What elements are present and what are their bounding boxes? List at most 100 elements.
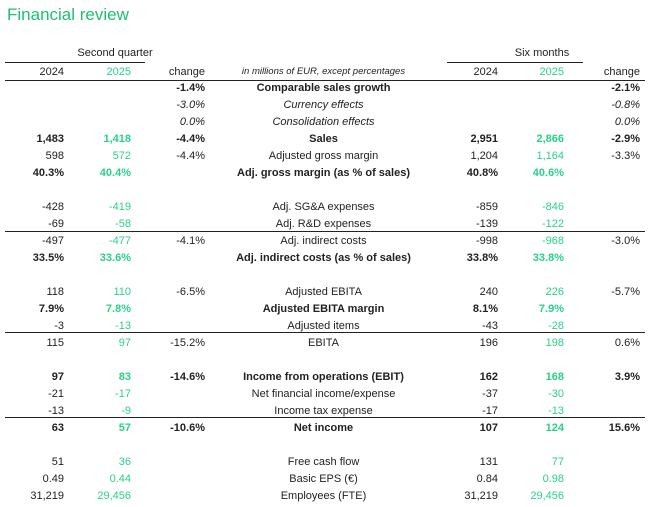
cell-q24: 51 xyxy=(51,456,64,468)
cell-schg: -2.9% xyxy=(611,133,640,145)
cell-q25: 0.44 xyxy=(109,473,131,485)
cell-schg: -0.8% xyxy=(611,99,640,111)
table-row: 7.9% 7.8% Adjusted EBITA margin 8.1% 7.9% xyxy=(0,301,650,318)
row-label: Comparable sales growth xyxy=(256,82,391,94)
cell-qchg: -15.2% xyxy=(170,337,205,349)
cell-q25: -9 xyxy=(121,405,131,417)
cell-schg: 15.6% xyxy=(608,422,640,434)
cell-q24: 40.3% xyxy=(32,167,64,179)
cell-s24: 2,951 xyxy=(470,133,498,145)
table-row: 40.3% 40.4% Adj. gross margin (as % of sal… xyxy=(0,165,650,182)
cell-s24: 31,219 xyxy=(464,490,498,502)
row-label: Currency effects xyxy=(283,99,364,111)
cell-q24: -428 xyxy=(41,201,64,213)
row-label: Adjusted EBITA margin xyxy=(262,303,385,315)
row-label: Adjusted gross margin xyxy=(268,150,379,162)
table-row: -13 -9 Income tax expense -17 -13 xyxy=(0,403,650,420)
table-row: 1,483 1,418 -4.4% Sales 2,951 2,866 -2.9% xyxy=(0,131,650,148)
cell-qchg: -1.4% xyxy=(176,82,205,94)
cell-s25: -122 xyxy=(541,218,564,230)
cell-s25: 40.6% xyxy=(532,167,564,179)
cell-q25: 572 xyxy=(112,150,131,162)
row-label: EBITA xyxy=(308,337,339,349)
cell-schg: -3.3% xyxy=(611,150,640,162)
cell-s25: -28 xyxy=(548,320,564,332)
group-underline-left xyxy=(5,62,145,63)
table-row: -3 -13 Adjusted items -43 -28 xyxy=(0,318,650,335)
cell-q24: 115 xyxy=(46,337,64,349)
cell-qchg: -6.5% xyxy=(176,286,205,298)
table-row: 0.0% Consolidation effects 0.0% xyxy=(0,114,650,131)
cell-schg: 0.6% xyxy=(614,337,640,349)
cell-schg: 3.9% xyxy=(614,371,640,383)
cell-q24: 1,483 xyxy=(36,133,64,145)
cell-q25: 83 xyxy=(118,371,131,383)
cell-q24: 33.5% xyxy=(32,252,64,264)
cell-q24: -21 xyxy=(48,388,64,400)
col-header-s-change: change xyxy=(603,66,640,78)
row-label: Adj. gross margin (as % of sales) xyxy=(237,167,410,179)
page-title: Financial review xyxy=(7,5,129,24)
col-header-q-change: change xyxy=(168,66,205,78)
cell-q25: 7.8% xyxy=(105,303,131,315)
cell-s24: 162 xyxy=(479,371,498,383)
cell-s25: -968 xyxy=(541,235,564,247)
table-row: -497 -477 -4.1% Adj. indirect costs -998 -968… xyxy=(0,233,650,250)
cell-q24: -3 xyxy=(54,320,64,332)
cell-q24: 7.9% xyxy=(38,303,64,315)
cell-s24: 8.1% xyxy=(472,303,498,315)
cell-s25: 77 xyxy=(551,456,564,468)
cell-q25: 29,456 xyxy=(97,490,131,502)
table-row: 118 110 -6.5% Adjusted EBITA 240 226 -5.7% xyxy=(0,284,650,301)
col-header-s-2024: 2024 xyxy=(473,66,498,78)
group-header-second-quarter: Second quarter xyxy=(77,47,153,59)
col-header-s-2025: 2025 xyxy=(539,66,564,78)
row-label: Income tax expense xyxy=(274,405,373,417)
cell-s24: 131 xyxy=(479,456,498,468)
table-row: 51 36 Free cash flow 131 77 xyxy=(0,454,650,471)
col-header-q-2024: 2024 xyxy=(39,66,64,78)
cell-s25: 33.8% xyxy=(532,252,564,264)
col-header-q-2025: 2025 xyxy=(106,66,131,78)
cell-q24: 0.49 xyxy=(42,473,64,485)
table-row: 33.5% 33.6% Adj. indirect costs (as % of s… xyxy=(0,250,650,267)
row-label: Adjusted items xyxy=(287,320,360,332)
cell-s25: -13 xyxy=(548,405,564,417)
row-label: Consolidation effects xyxy=(272,116,375,128)
cell-q25: -17 xyxy=(115,388,131,400)
cell-s25: 2,866 xyxy=(536,133,564,145)
row-label: Employees (FTE) xyxy=(280,490,367,502)
row-label: Free cash flow xyxy=(287,456,360,468)
table-row: 63 57 -10.6% Net income 107 124 15.6% xyxy=(0,420,650,437)
cell-s24: -37 xyxy=(482,388,498,400)
row-label: Net income xyxy=(293,422,354,434)
cell-q25: 40.4% xyxy=(99,167,131,179)
cell-s24: -43 xyxy=(482,320,498,332)
row-label: Adj. indirect costs (as % of sales) xyxy=(236,252,411,264)
cell-qchg: 0.0% xyxy=(179,116,205,128)
cell-s24: 40.8% xyxy=(466,167,498,179)
cell-s25: 226 xyxy=(545,286,564,298)
row-label: Net financial income/expense xyxy=(251,388,396,400)
header-rule xyxy=(5,80,645,81)
table-row: -1.4% Comparable sales growth -2.1% xyxy=(0,80,650,97)
cell-qchg: -14.6% xyxy=(170,371,205,383)
cell-q24: 598 xyxy=(45,150,64,162)
cell-q25: 36 xyxy=(118,456,131,468)
cell-q24: 97 xyxy=(51,371,64,383)
cell-qchg: -3.0% xyxy=(176,99,205,111)
cell-s24: -139 xyxy=(475,218,498,230)
cell-q24: -13 xyxy=(48,405,64,417)
group-underline-right xyxy=(447,62,583,63)
cell-q25: -13 xyxy=(115,320,131,332)
cell-s24: 107 xyxy=(479,422,498,434)
cell-qchg: -4.1% xyxy=(176,235,205,247)
cell-s24: -859 xyxy=(475,201,498,213)
cell-s25: -846 xyxy=(541,201,564,213)
table-row: -69 -58 Adj. R&D expenses -139 -122 xyxy=(0,216,650,233)
table-row: -428 -419 Adj. SG&A expenses -859 -846 xyxy=(0,199,650,216)
table-row: 97 83 -14.6% Income from operations (EBIT) 1… xyxy=(0,369,650,386)
cell-q24: -69 xyxy=(48,218,64,230)
cell-s25: 1,164 xyxy=(536,150,564,162)
cell-schg: -5.7% xyxy=(611,286,640,298)
